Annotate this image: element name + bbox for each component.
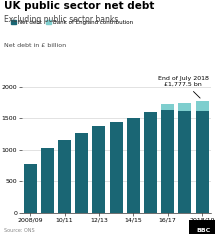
Bar: [58, 140, 71, 213]
Bar: [196, 111, 209, 213]
Legend: Net debt, Bank of England contribution: Net debt, Bank of England contribution: [9, 17, 135, 27]
Text: End of July 2018
£1,777.5 bn: End of July 2018 £1,777.5 bn: [158, 76, 209, 98]
Bar: [196, 101, 209, 111]
Bar: [24, 164, 37, 213]
Bar: [178, 103, 191, 111]
Bar: [161, 110, 174, 213]
Text: Source: ONS: Source: ONS: [4, 228, 35, 233]
Bar: [178, 111, 191, 213]
Bar: [92, 126, 105, 213]
Bar: [75, 133, 88, 213]
Bar: [41, 149, 54, 213]
Bar: [110, 122, 123, 213]
Text: BBC: BBC: [197, 228, 211, 233]
Text: UK public sector net debt: UK public sector net debt: [4, 1, 155, 11]
Bar: [144, 113, 157, 213]
Text: Excluding public sector banks: Excluding public sector banks: [4, 15, 119, 24]
Bar: [161, 104, 174, 110]
Text: Net debt in £ billion: Net debt in £ billion: [4, 43, 66, 48]
Bar: [127, 117, 140, 213]
